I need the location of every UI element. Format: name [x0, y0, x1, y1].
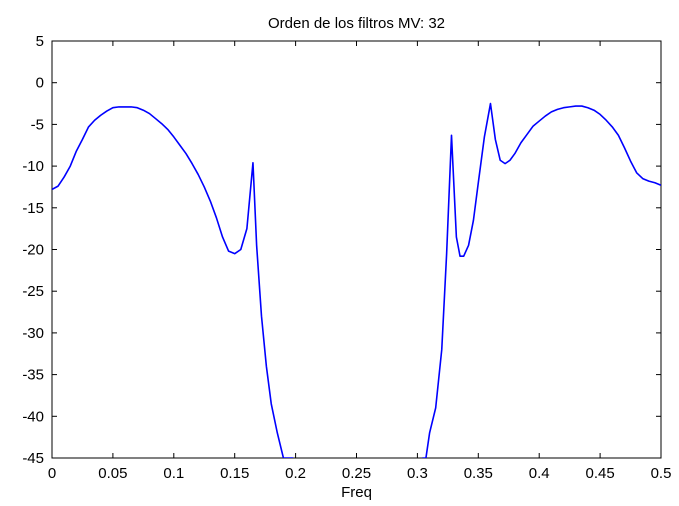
x-tick-label: 0.45 [585, 465, 614, 482]
x-axis-ticks: 0 0.05 0.1 0.15 0.2 0.25 0.3 0.35 0.4 0.45 0.5 [48, 41, 672, 482]
x-tick-label: 0.4 [529, 465, 550, 482]
x-tick-label: 0.3 [407, 465, 428, 482]
x-tick-label: 0.25 [342, 465, 371, 482]
y-tick-label: 0 [36, 75, 44, 92]
y-tick-label: -5 [31, 116, 44, 133]
x-tick-label: 0.1 [163, 465, 184, 482]
y-tick-label: -25 [22, 283, 44, 300]
y-tick-label: -10 [22, 158, 44, 175]
series-line-2 [422, 102, 661, 458]
x-tick-label: 0.2 [285, 465, 306, 482]
x-tick-label: 0.5 [651, 465, 672, 482]
y-tick-label: -40 [22, 408, 44, 425]
x-tick-label: 0.05 [98, 465, 127, 482]
series-line-1 [52, 106, 294, 458]
y-tick-label: -15 [22, 200, 44, 217]
x-tick-label: 0.15 [220, 465, 249, 482]
y-tick-label: 5 [36, 33, 44, 50]
y-axis-ticks: 5 0 -5 -10 -15 -20 -25 -30 -35 -40 -45 [22, 33, 661, 467]
x-axis-label: Freq [341, 484, 372, 501]
plot-area [51, 40, 662, 459]
x-tick-label: 0 [48, 465, 56, 482]
chart-title: Orden de los filtros MV: 32 [268, 15, 445, 32]
x-tick-label: 0.35 [464, 465, 493, 482]
y-tick-label: -30 [22, 325, 44, 342]
axes-frame [51, 40, 662, 459]
y-tick-label: -45 [22, 450, 44, 467]
y-tick-label: -20 [22, 242, 44, 259]
y-tick-label: -35 [22, 367, 44, 384]
